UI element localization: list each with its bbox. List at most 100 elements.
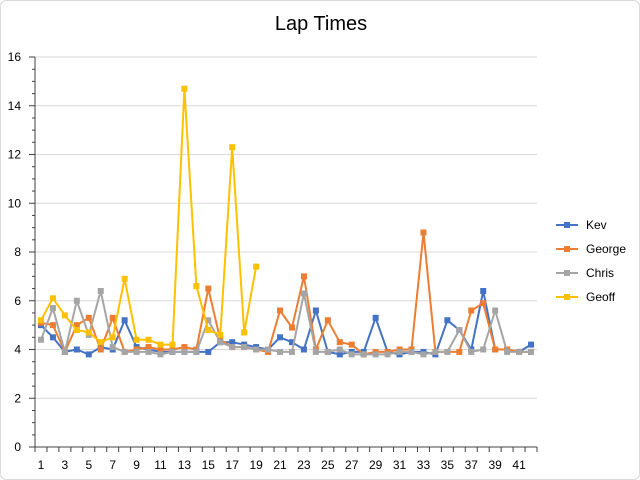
data-point-geoff: [97, 339, 104, 346]
data-point-chris: [109, 344, 116, 351]
data-point-kev: [288, 339, 295, 346]
data-point-george: [205, 285, 212, 292]
x-tick-label: 29: [369, 458, 383, 472]
data-point-geoff: [157, 341, 164, 348]
data-point-chris: [432, 348, 439, 355]
data-point-george: [85, 314, 92, 321]
y-tick-label: 8: [14, 245, 21, 259]
legend-marker-kev: [564, 222, 570, 228]
x-tick-label: 31: [393, 458, 407, 472]
data-point-geoff: [241, 329, 248, 336]
data-point-chris: [133, 348, 140, 355]
data-point-kev: [49, 334, 56, 341]
data-point-chris: [61, 348, 68, 355]
data-point-kev: [229, 339, 236, 346]
x-tick-label: 33: [417, 458, 431, 472]
x-tick-label: 1: [38, 458, 45, 472]
data-point-chris: [396, 348, 403, 355]
legend-marker-geoff: [564, 294, 570, 300]
data-point-geoff: [49, 295, 56, 302]
data-point-chris: [420, 351, 427, 358]
data-point-kev: [300, 346, 307, 353]
x-tick-label: 27: [345, 458, 359, 472]
data-point-chris: [241, 344, 248, 351]
x-tick-label: 25: [321, 458, 335, 472]
x-tick-label: 7: [109, 458, 116, 472]
data-point-george: [348, 341, 355, 348]
legend-label-geoff: Geoff: [586, 290, 616, 304]
data-point-geoff: [193, 283, 200, 290]
data-point-geoff: [73, 327, 80, 333]
data-point-chris: [145, 348, 152, 355]
y-tick-label: 4: [14, 343, 21, 357]
x-tick-label: 35: [441, 458, 455, 472]
data-point-chris: [37, 336, 44, 343]
data-point-chris: [312, 348, 319, 355]
x-tick-label: 3: [62, 458, 69, 472]
data-point-kev: [312, 307, 319, 314]
data-point-chris: [277, 348, 284, 355]
x-tick-label: 17: [226, 458, 240, 472]
chart-title: Lap Times: [274, 13, 368, 35]
y-tick-label: 12: [8, 148, 22, 162]
data-point-geoff: [169, 341, 176, 348]
data-point-chris: [157, 351, 164, 358]
data-point-chris: [336, 346, 343, 353]
data-point-geoff: [205, 327, 212, 333]
data-point-george: [277, 307, 284, 314]
data-point-chris: [229, 344, 236, 351]
legend-label-chris: Chris: [586, 266, 614, 280]
data-point-chris: [528, 348, 535, 355]
series-line-geoff: [40, 87, 258, 346]
y-tick-label: 14: [8, 99, 22, 113]
y-tick-label: 16: [8, 50, 22, 64]
data-point-kev: [372, 314, 379, 321]
data-point-geoff: [145, 336, 152, 343]
data-point-kev: [480, 288, 487, 294]
data-point-kev: [73, 346, 80, 353]
y-tick-label: 0: [14, 440, 21, 454]
x-tick-label: 21: [273, 458, 287, 472]
data-point-george: [324, 317, 331, 324]
x-tick-label: 39: [488, 458, 502, 472]
x-tick-label: 11: [154, 458, 167, 472]
data-point-chris: [408, 348, 415, 355]
data-point-chris: [253, 346, 260, 353]
data-point-george: [456, 348, 463, 355]
x-tick-label: 23: [297, 458, 311, 472]
data-point-chris: [193, 348, 200, 355]
data-point-chris: [516, 348, 523, 355]
data-point-chris: [73, 297, 80, 304]
data-point-chris: [169, 348, 176, 355]
x-tick-label: 13: [178, 458, 192, 472]
x-tick-label: 5: [85, 458, 92, 472]
data-point-chris: [300, 290, 307, 297]
data-point-kev: [336, 351, 343, 358]
data-point-george: [181, 344, 188, 351]
data-point-chris: [181, 348, 188, 355]
data-point-chris: [372, 351, 379, 358]
data-point-geoff: [253, 263, 260, 270]
data-point-kev: [85, 351, 92, 358]
data-point-chris: [121, 348, 128, 355]
data-point-chris: [49, 305, 56, 312]
data-point-george: [73, 322, 80, 329]
data-point-kev: [444, 317, 451, 324]
y-tick-label: 10: [8, 196, 22, 210]
x-tick-label: 15: [202, 458, 216, 472]
data-point-chris: [360, 351, 367, 358]
data-point-chris: [456, 327, 463, 333]
data-point-chris: [265, 346, 272, 353]
data-point-chris: [468, 348, 475, 355]
data-point-chris: [444, 348, 451, 355]
data-point-geoff: [109, 334, 116, 341]
data-point-geoff: [61, 312, 68, 319]
data-point-chris: [348, 351, 355, 358]
data-point-george: [109, 314, 116, 321]
data-point-chris: [217, 339, 224, 346]
data-point-george: [420, 229, 427, 236]
data-point-george: [49, 322, 56, 329]
data-point-kev: [277, 334, 284, 341]
